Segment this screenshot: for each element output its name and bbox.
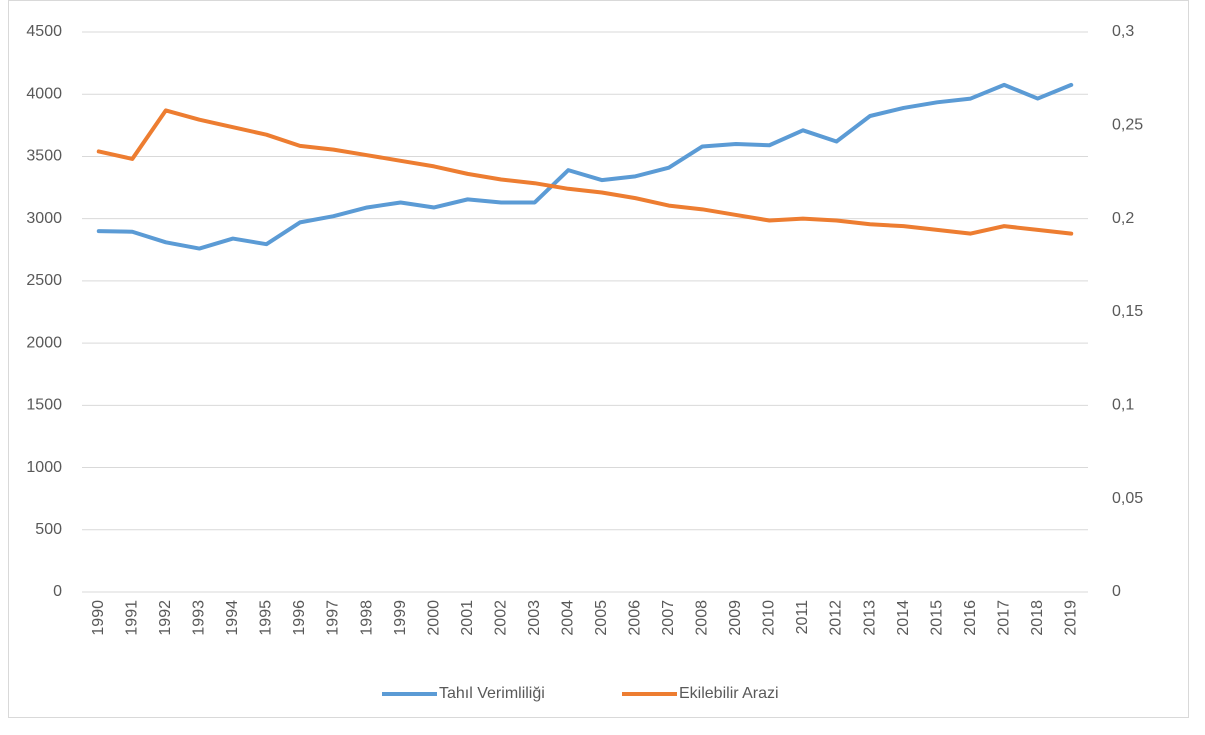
y2-tick-label: 0,15 [1112,303,1143,320]
y-tick-label: 1500 [26,397,62,414]
x-tick-label: 2019 [1062,600,1079,636]
x-tick-label: 2002 [492,600,509,636]
y-tick-label: 500 [35,521,62,538]
x-tick-label: 1996 [291,600,308,636]
x-tick-label: 2001 [459,600,476,636]
y-tick-label: 2500 [26,272,62,289]
x-tick-label: 2015 [928,600,945,636]
legend-label: Ekilebilir Arazi [679,685,779,702]
x-tick-label: 1992 [157,600,174,636]
x-tick-label: 1990 [90,600,107,636]
x-tick-label: 2010 [761,600,778,636]
y2-tick-label: 0,25 [1112,117,1143,134]
x-tick-label: 2006 [627,600,644,636]
x-tick-label: 1991 [124,600,141,636]
x-tick-label: 2016 [962,600,979,636]
y-tick-label: 1000 [26,459,62,476]
x-tick-label: 1995 [258,600,275,636]
x-tick-label: 1999 [392,600,409,636]
x-tick-label: 2000 [425,600,442,636]
y-tick-label: 4000 [26,85,62,102]
y-tick-label: 2000 [26,334,62,351]
y-tick-label: 0 [53,583,62,600]
y-tick-label: 3500 [26,148,62,165]
x-tick-label: 1994 [224,600,241,636]
x-tick-label: 2007 [660,600,677,636]
y2-tick-label: 0,1 [1112,397,1134,414]
x-tick-label: 2018 [1029,600,1046,636]
y-tick-label: 3000 [26,210,62,227]
x-tick-label: 1998 [358,600,375,636]
y2-tick-label: 0 [1112,583,1121,600]
x-tick-label: 1997 [325,600,342,636]
x-tick-label: 2004 [559,600,576,636]
x-tick-label: 2005 [593,600,610,636]
x-tick-label: 2008 [694,600,711,636]
x-tick-label: 2011 [794,600,811,635]
x-tick-label: 2014 [895,600,912,636]
y2-tick-label: 0,2 [1112,210,1134,227]
line-series [96,82,1074,251]
legend-label: Tahıl Verimliliği [439,685,545,702]
x-tick-label: 2009 [727,600,744,636]
x-tick-label: 1993 [191,600,208,636]
x-tick-label: 2012 [828,600,845,636]
y2-tick-label: 0,3 [1112,23,1134,40]
x-tick-label: 2013 [861,600,878,636]
x-tick-label: 2017 [995,600,1012,636]
x-tick-label: 2003 [526,600,543,636]
y2-tick-label: 0,05 [1112,490,1143,507]
line-series [96,108,1074,236]
y-tick-label: 4500 [26,23,62,40]
